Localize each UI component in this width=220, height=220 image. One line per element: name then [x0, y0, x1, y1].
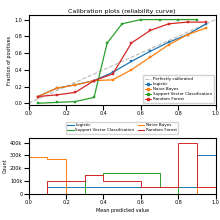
X-axis label: Mean predicted value: Mean predicted value: [95, 208, 149, 213]
Legend: Perfectly calibrated, Logistic, Naive Bayes, Support Vector Classification, Rand: Perfectly calibrated, Logistic, Naive Ba…: [143, 75, 214, 103]
Y-axis label: Count: Count: [2, 158, 7, 173]
Y-axis label: Fraction of positives: Fraction of positives: [7, 36, 12, 85]
Title: Calibration plots (reliability curve): Calibration plots (reliability curve): [68, 9, 176, 14]
Legend: Logistic, Support Vector Classification, Naive Bayes, Random Forest: Logistic, Support Vector Classification,…: [66, 122, 178, 134]
